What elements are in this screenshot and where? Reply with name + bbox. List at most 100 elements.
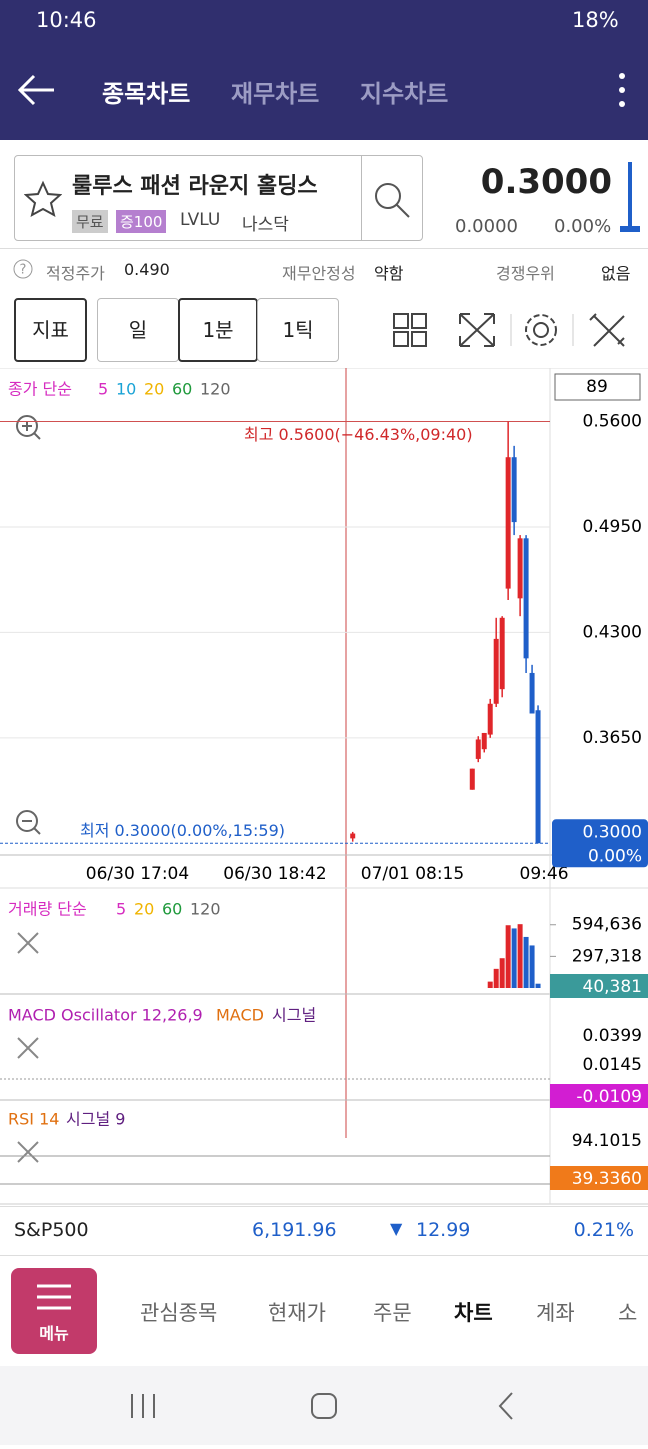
- candle-body: [493, 638, 499, 704]
- macd-tick: 0.0399: [583, 1026, 642, 1046]
- system-buttons[interactable]: [0, 1366, 648, 1445]
- volume-bar: [499, 958, 505, 988]
- volume-bar: [523, 936, 529, 988]
- menu-icon: [37, 1284, 71, 1310]
- legend-entry: 5: [98, 380, 108, 399]
- last-price-tag: [552, 819, 648, 868]
- x-tick-label: 07/01 08:15: [361, 864, 464, 884]
- volume-bar: [505, 925, 511, 988]
- last-price: 0.3000: [583, 822, 642, 842]
- period-button[interactable]: 일: [97, 298, 179, 362]
- legend-entry: 10: [116, 380, 136, 399]
- legend-entry: 120: [190, 900, 221, 919]
- rsi-tick: 94.1015: [572, 1131, 642, 1151]
- legend-entry: 120: [200, 380, 231, 399]
- nav-item[interactable]: 주문: [373, 1301, 412, 1325]
- info-label: 재무안정성: [282, 264, 356, 283]
- macd-current: -0.0109: [576, 1087, 642, 1107]
- rsi-current-tag: [550, 1166, 648, 1190]
- candle-body: [535, 710, 541, 844]
- badge: 증100: [116, 210, 167, 233]
- nav-item[interactable]: 소: [618, 1301, 638, 1325]
- svg-text:?: ?: [20, 263, 27, 278]
- help-icon[interactable]: ?: [12, 258, 34, 280]
- period-button[interactable]: 1틱: [257, 298, 339, 362]
- nav-item[interactable]: 관심종목: [140, 1301, 218, 1325]
- divider: [0, 248, 648, 249]
- down-arrow: ▼: [390, 1219, 403, 1238]
- count-box: [554, 373, 641, 401]
- macd-label: MACD: [216, 1006, 264, 1025]
- index-change: 12.99: [416, 1219, 471, 1241]
- candle-body: [505, 457, 511, 589]
- y-tick-label: 0.3650: [583, 728, 642, 748]
- search-button[interactable]: [372, 180, 412, 220]
- toolbar-icons[interactable]: [390, 310, 640, 352]
- volume-label: 40,381: [583, 977, 642, 997]
- back-button[interactable]: [14, 70, 58, 110]
- macd-signal: 시그널: [272, 1006, 316, 1025]
- clock: 10:46: [36, 8, 97, 32]
- rsi-signal: 시그널 9: [66, 1110, 125, 1129]
- more-menu[interactable]: [612, 70, 632, 110]
- candle-body: [350, 833, 356, 839]
- info-value: 0.490: [124, 260, 170, 279]
- volume-bar: [487, 981, 493, 988]
- candle-body: [469, 768, 475, 790]
- menu-button[interactable]: 메뉴: [11, 1268, 97, 1354]
- zoom-icons[interactable]: [16, 415, 41, 835]
- low-label: 최저 0.3000(0.00%,15:59): [80, 821, 285, 840]
- last-pct: 0.00%: [588, 846, 642, 866]
- x-tick-label: 09:46: [520, 864, 569, 884]
- index-change-pct: 0.21%: [573, 1219, 634, 1241]
- macd-tick: 0.0145: [583, 1055, 642, 1075]
- ticker: LVLU: [180, 210, 221, 230]
- y-tick-label: 297,318: [572, 946, 642, 966]
- candle-body: [511, 457, 517, 523]
- candle-body: [481, 732, 487, 750]
- volume-bar: [517, 924, 523, 988]
- chart-area: 89 MACD Oscillator 12,26,9 MACD 시그널 0.03…: [0, 368, 648, 1205]
- header: 10:46 18% 종목차트 재무차트 지수차트: [0, 0, 648, 140]
- change: 0.0000: [455, 216, 518, 237]
- index-name: S&P500: [14, 1219, 89, 1241]
- volume-bar: [493, 968, 499, 988]
- rsi-current: 39.3360: [572, 1169, 642, 1189]
- system-nav: [0, 1366, 648, 1445]
- legend-entry: 60: [162, 900, 182, 919]
- index-value: 6,191.96: [252, 1219, 337, 1241]
- price-bar-base: [620, 226, 640, 232]
- volume-tag: [550, 974, 648, 998]
- candle-body: [487, 703, 493, 735]
- legend-entry: 5: [116, 900, 126, 919]
- favorite-star[interactable]: [24, 180, 62, 218]
- tab[interactable]: 종목차트: [102, 80, 191, 108]
- exchange: 나스닥: [242, 215, 289, 235]
- tab[interactable]: 재무차트: [231, 80, 320, 108]
- candle-body: [529, 672, 535, 714]
- index-row[interactable]: [0, 1206, 648, 1256]
- macd-current-tag: [550, 1084, 648, 1108]
- y-tick-label: 594,636: [572, 915, 642, 935]
- nav-item[interactable]: 현재가: [268, 1301, 326, 1325]
- volume-bar: [511, 928, 517, 988]
- y-tick-label: 0.4950: [583, 517, 642, 537]
- stock-box[interactable]: [14, 155, 423, 241]
- candle-body: [499, 617, 505, 690]
- candle-body: [475, 739, 481, 759]
- x-tick-label: 06/30 17:04: [86, 864, 189, 884]
- ma-label: 거래량 단순: [8, 900, 87, 919]
- close-icons[interactable]: [17, 932, 39, 1163]
- price: 0.3000: [480, 162, 612, 202]
- period-button[interactable]: 1분: [178, 298, 258, 362]
- tab[interactable]: 지수차트: [360, 80, 449, 108]
- change-pct: 0.00%: [554, 216, 612, 237]
- indicator-button[interactable]: 지표: [14, 298, 87, 362]
- info-value: 약함: [374, 264, 404, 283]
- info-value: 없음: [601, 264, 631, 283]
- count-value: 89: [586, 377, 608, 397]
- nav-item[interactable]: 차트: [454, 1301, 493, 1325]
- price-bar: [628, 162, 632, 232]
- nav-item[interactable]: 계좌: [536, 1301, 575, 1325]
